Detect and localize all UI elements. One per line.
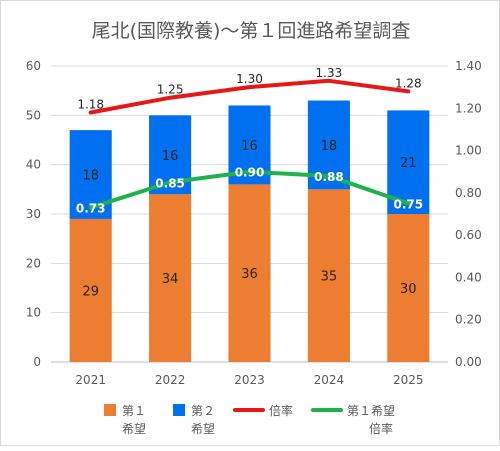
x-tick-label: 2024 — [314, 373, 345, 387]
line-data-label: 1.30 — [236, 72, 263, 86]
bar-data-label: 35 — [321, 270, 338, 285]
data-labels-group: 29 18 34 16 36 16 35 18 30 21 1.18 1.25 1.30 1.33 1.28… — [76, 66, 423, 300]
x-tick-label: 2025 — [393, 373, 424, 387]
y-left-tick-label: 60 — [26, 59, 41, 73]
ratio-line — [88, 78, 411, 115]
y-right-tick-label: 0.80 — [455, 186, 482, 200]
legend-label: 倍率 — [269, 403, 293, 418]
bar-first-choice — [69, 218, 112, 362]
line-data-label: 1.33 — [316, 66, 343, 80]
y-right-tick-label: 1.00 — [455, 144, 482, 158]
bar-data-label: 16 — [241, 139, 258, 154]
y-left-tick-label: 50 — [26, 108, 41, 122]
y-left-tick-label: 10 — [26, 306, 41, 320]
y-right-tick-label: 0.20 — [455, 313, 482, 327]
bar-data-label: 34 — [162, 272, 179, 287]
y-left-tick-label: 0 — [33, 355, 41, 369]
x-tick-label: 2022 — [155, 373, 186, 387]
chart-title: 尾北(国際教養)〜第１回進路希望調査 — [92, 20, 411, 42]
y-left-tick-label: 40 — [26, 158, 41, 172]
axes-group: 0 10 20 30 40 50 60 0.00 0.20 0.40 0.60 0.80 1.00 1.2… — [26, 59, 482, 387]
bar-data-label: 16 — [162, 149, 179, 164]
bar-first-choice — [387, 214, 430, 362]
line-data-label: 1.28 — [395, 76, 422, 90]
y-left-tick-label: 30 — [26, 207, 41, 221]
legend-swatch — [104, 404, 116, 416]
y-right-tick-label: 1.40 — [455, 59, 482, 73]
line-data-label: 0.75 — [393, 197, 423, 211]
legend-label: 第１希望 — [347, 403, 395, 418]
line-data-label: 0.73 — [76, 202, 106, 216]
line-data-label: 0.88 — [314, 170, 344, 184]
legend-swatch — [173, 404, 185, 416]
line-data-label: 1.18 — [77, 98, 104, 112]
y-right-tick-label: 1.20 — [455, 101, 482, 115]
bar-data-label: 21 — [400, 156, 417, 171]
legend-label: 希望 — [122, 421, 146, 436]
x-tick-label: 2023 — [234, 373, 265, 387]
line-data-label: 1.25 — [157, 83, 184, 97]
bar-data-label: 30 — [400, 282, 417, 297]
legend-label: 倍率 — [369, 421, 393, 436]
legend-label: 第２ — [191, 404, 215, 418]
bar-first-choice — [149, 194, 192, 362]
y-right-tick-label: 0.40 — [455, 270, 482, 284]
line-data-label: 0.85 — [155, 176, 185, 190]
first-choice-ratio-line — [88, 169, 411, 210]
bar-data-label: 36 — [241, 267, 258, 282]
y-right-tick-label: 0.00 — [455, 355, 482, 369]
bar-data-label: 18 — [321, 139, 338, 154]
bar-first-choice — [307, 189, 350, 362]
legend-label: 第１ — [122, 404, 146, 418]
bar-data-label: 18 — [82, 169, 99, 184]
bar-data-label: 29 — [82, 284, 99, 299]
lines-group — [88, 78, 411, 210]
bar-first-choice — [228, 184, 271, 362]
y-left-tick-label: 20 — [26, 256, 41, 270]
y-right-tick-label: 0.60 — [455, 228, 482, 242]
legend-label: 希望 — [191, 421, 215, 436]
line-data-label: 0.90 — [235, 166, 265, 180]
x-tick-label: 2021 — [75, 373, 106, 387]
